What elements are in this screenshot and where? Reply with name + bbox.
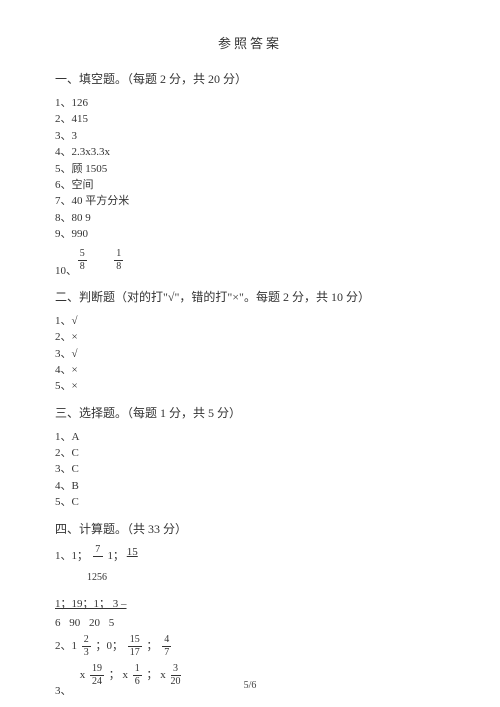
page-title: 参照答案: [55, 35, 445, 53]
calc-line-2-top: 1；19；1； 3 –: [55, 597, 445, 613]
ans-row: 3、3: [55, 129, 445, 144]
fraction: 5 8: [78, 249, 87, 272]
fraction: 15 17: [128, 635, 142, 658]
section-1-head: 一、填空题。（每题 2 分，共 20 分）: [55, 71, 445, 88]
ans-row: 6、空间: [55, 178, 445, 193]
ans-label: 10、: [55, 264, 77, 279]
section-3-answers: 1、A 2、C 3、C 4、B 5、C: [55, 430, 445, 511]
fraction: 7: [93, 545, 103, 568]
page-number: 5/6: [0, 679, 500, 693]
ans-row: 4、B: [55, 479, 445, 494]
section-1-answers: 1、126 2、415 3、3 4、2.3x3.3x 5、顾 1505 6、空间…: [55, 96, 445, 279]
ans-row: 1、126: [55, 96, 445, 111]
ans-row: 5、C: [55, 495, 445, 510]
ans-row-10: 5 8 1 8 10、: [55, 249, 445, 280]
section-3-head: 三、选择题。（每题 1 分，共 5 分）: [55, 405, 445, 422]
answer-key-page: 参照答案 一、填空题。（每题 2 分，共 20 分） 1、126 2、415 3…: [0, 0, 500, 707]
calc-line-1b: 1256: [87, 571, 445, 585]
fraction: 1 8: [114, 249, 123, 272]
ans-row: 3、√: [55, 347, 445, 362]
fraction: 2 3: [82, 635, 91, 658]
ans-row: 1、√: [55, 314, 445, 329]
calc-line-2-bot: 6 90 20 5: [55, 616, 445, 631]
calc-line-1: 1、1； 7 1； 15: [55, 545, 445, 568]
ans-row: 2、415: [55, 112, 445, 127]
ans-row: 3、C: [55, 462, 445, 477]
section-2-head: 二、判断题（对的打"√"，错的打"×"。每题 2 分，共 10 分）: [55, 289, 445, 306]
ans-row: 2、C: [55, 446, 445, 461]
ans-row: 4、×: [55, 363, 445, 378]
section-4-head: 四、计算题。（共 33 分）: [55, 521, 445, 538]
ans-row: 4、2.3x3.3x: [55, 145, 445, 160]
ans-row: 9、990: [55, 227, 445, 242]
fraction: 4 7: [162, 635, 171, 658]
ans-row: 7、40 平方分米: [55, 194, 445, 209]
ans-row: 1、A: [55, 430, 445, 445]
ans-row: 5、×: [55, 379, 445, 394]
ans-row: 5、顾 1505: [55, 162, 445, 177]
section-2-answers: 1、√ 2、× 3、√ 4、× 5、×: [55, 314, 445, 395]
ans-row: 2、×: [55, 330, 445, 345]
ans-row: 8、80 9: [55, 211, 445, 226]
calc-line-3: 2、1 2 3 ；0； 15 17 ； 4 7: [55, 635, 445, 658]
